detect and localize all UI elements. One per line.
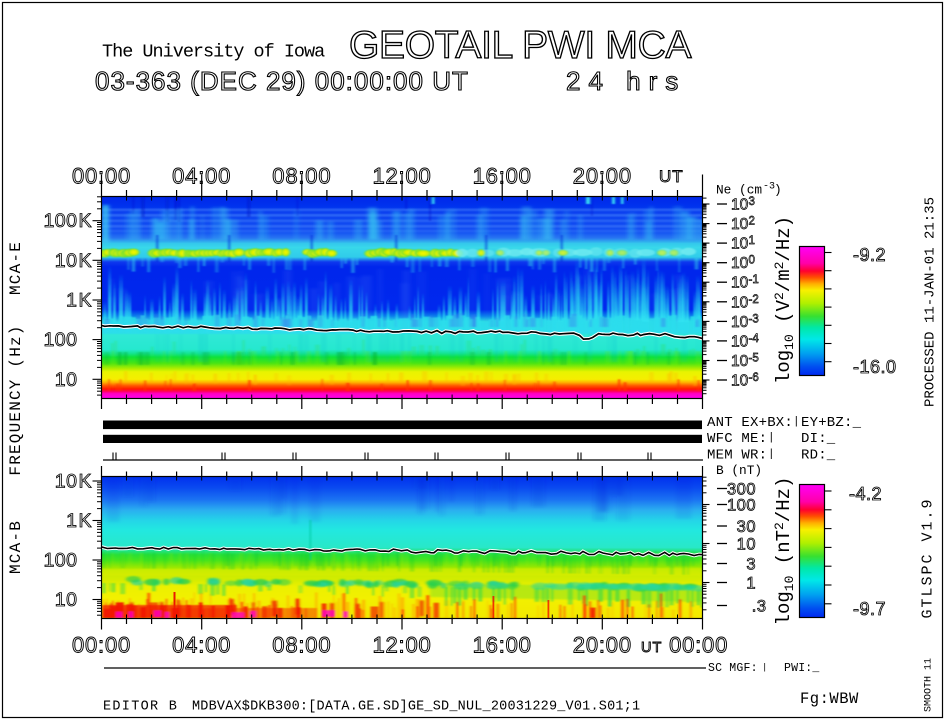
svg-text:1: 1: [66, 290, 77, 312]
svg-text:K: K: [79, 510, 92, 532]
svg-text:K: K: [79, 471, 92, 493]
svg-text:DI:_: DI:_: [801, 431, 836, 447]
svg-text:MDBVAX$DKB300:[DATA.GE.SD]GE_S: MDBVAX$DKB300:[DATA.GE.SD]GE_SD_NUL_2003…: [192, 700, 640, 715]
svg-text:-3: -3: [749, 313, 759, 325]
svg-text:log10 (nT2/Hz): log10 (nT2/Hz): [772, 477, 797, 626]
svg-text:10: 10: [55, 250, 78, 272]
svg-text:.3: .3: [752, 598, 767, 616]
svg-text:WFC ME:: WFC ME:: [707, 431, 767, 447]
svg-text:1: 1: [66, 510, 77, 532]
svg-text:3: 3: [746, 556, 756, 574]
svg-text:1: 1: [749, 235, 755, 247]
svg-text:SMOOTH 11: SMOOTH 11: [924, 658, 935, 712]
svg-text:16:00: 16:00: [473, 633, 532, 658]
svg-text:03-363 (DEC 29) 00:00:00 UT: 03-363 (DEC 29) 00:00:00 UT: [95, 66, 469, 96]
svg-text:ANT EX+BX:: ANT EX+BX:: [707, 415, 793, 431]
svg-text:10: 10: [737, 536, 756, 554]
svg-text:-1: -1: [749, 274, 759, 286]
svg-text:08:00: 08:00: [272, 633, 331, 658]
svg-text:10: 10: [55, 471, 78, 493]
svg-text:RD:_: RD:_: [801, 448, 836, 464]
svg-text:MCA-E: MCA-E: [7, 241, 25, 295]
svg-text:EY+BZ:_: EY+BZ:_: [801, 415, 862, 431]
svg-text:20:00: 20:00: [573, 164, 632, 189]
svg-text:PROCESSED 11-JAN-01 21:35: PROCESSED 11-JAN-01 21:35: [923, 197, 939, 407]
svg-text:08:00: 08:00: [272, 164, 331, 189]
svg-text:10: 10: [731, 333, 749, 350]
svg-text:): ): [774, 183, 782, 198]
svg-text:10: 10: [731, 353, 749, 370]
svg-text:|: |: [768, 449, 775, 461]
svg-text:100: 100: [727, 497, 756, 515]
svg-text:10: 10: [731, 275, 749, 292]
svg-text:GEOTAIL PWI MCA: GEOTAIL PWI MCA: [349, 24, 691, 67]
svg-text:20:00: 20:00: [573, 633, 632, 658]
svg-text:Ne (cm: Ne (cm: [716, 183, 762, 198]
svg-text:10: 10: [731, 294, 749, 311]
svg-text:-5: -5: [749, 352, 759, 364]
svg-text:-4.2: -4.2: [849, 484, 882, 504]
svg-text:10: 10: [731, 197, 749, 214]
svg-text:300: 300: [727, 481, 756, 499]
svg-text:|: |: [762, 663, 767, 673]
svg-text:12:00: 12:00: [372, 164, 431, 189]
svg-text:10: 10: [731, 216, 749, 233]
svg-text:-3: -3: [763, 182, 775, 193]
svg-text:K: K: [79, 250, 92, 272]
svg-text:MCA-B: MCA-B: [7, 520, 25, 574]
svg-text:10: 10: [731, 255, 749, 272]
svg-text:10: 10: [731, 373, 749, 390]
svg-text:K: K: [79, 290, 92, 312]
svg-text:PWI:_: PWI:_: [784, 662, 820, 675]
svg-text:100: 100: [43, 210, 77, 232]
svg-text:00:00: 00:00: [72, 633, 131, 658]
svg-text:MEM WR:: MEM WR:: [707, 448, 767, 464]
svg-text:-2: -2: [749, 294, 759, 306]
svg-text:2: 2: [749, 216, 755, 228]
svg-text:|: |: [768, 432, 775, 444]
svg-text:100: 100: [43, 550, 77, 572]
svg-text:Fg:WBW: Fg:WBW: [800, 690, 859, 708]
svg-text:UT: UT: [641, 640, 662, 656]
svg-text:00:00: 00:00: [72, 164, 131, 189]
svg-text:UT: UT: [659, 167, 684, 186]
svg-text:0: 0: [749, 255, 755, 267]
svg-text:-9.2: -9.2: [853, 245, 886, 265]
svg-text:-9.7: -9.7: [853, 599, 886, 619]
svg-text:FREQUENCY (Hz): FREQUENCY (Hz): [7, 324, 25, 475]
svg-text:EDITOR B: EDITOR B: [103, 700, 178, 715]
svg-text:24 hrs: 24 hrs: [566, 66, 686, 96]
svg-text:GTLSPC V1.9: GTLSPC V1.9: [920, 497, 937, 618]
svg-text:SC MGF:: SC MGF:: [708, 662, 758, 675]
svg-text:12:00: 12:00: [372, 633, 431, 658]
svg-text:log10 (V2/m2/Hz): log10 (V2/m2/Hz): [772, 216, 797, 384]
svg-text:1: 1: [746, 575, 756, 593]
svg-text:10: 10: [731, 314, 749, 331]
svg-text:04:00: 04:00: [172, 164, 231, 189]
svg-text:10: 10: [55, 369, 78, 391]
svg-text:10: 10: [731, 236, 749, 253]
svg-text:3: 3: [749, 196, 755, 208]
svg-text:B (nT): B (nT): [716, 463, 762, 478]
svg-text:-4: -4: [749, 333, 760, 345]
svg-text:100: 100: [43, 329, 77, 351]
svg-text:30: 30: [737, 518, 756, 536]
svg-text:K: K: [79, 210, 92, 232]
svg-text:-16.0: -16.0: [853, 357, 897, 377]
svg-text:|: |: [793, 416, 800, 428]
svg-text:The University of Iowa: The University of Iowa: [102, 42, 325, 63]
svg-text:-6: -6: [749, 372, 759, 384]
svg-text:16:00: 16:00: [473, 164, 532, 189]
svg-text:10: 10: [55, 589, 78, 611]
svg-text:00:00: 00:00: [669, 633, 728, 658]
svg-text:04:00: 04:00: [172, 633, 231, 658]
